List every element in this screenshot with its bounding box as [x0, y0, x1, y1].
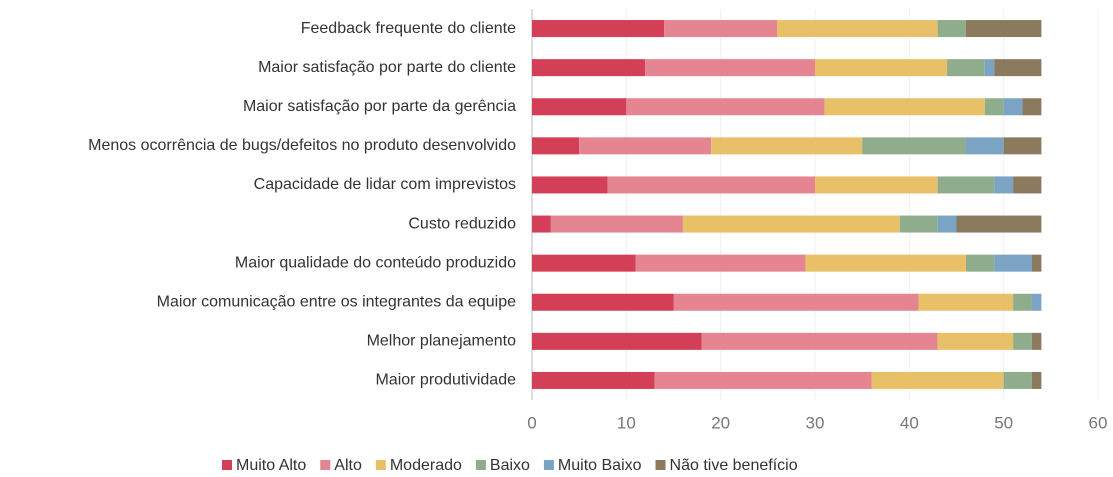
- bar-segment: [1003, 98, 1023, 116]
- bar-segment: [994, 254, 1032, 272]
- bar-segment: [918, 293, 1014, 311]
- bar-segment: [711, 137, 863, 155]
- bar-segment: [682, 215, 900, 233]
- legend-swatch: [475, 460, 486, 470]
- bar-segment: [532, 20, 665, 38]
- bar-segment: [1031, 332, 1042, 350]
- bar-segment: [532, 215, 551, 233]
- legend-swatch: [375, 460, 386, 470]
- bar-segment: [532, 371, 655, 389]
- x-tick-label: 40: [900, 413, 919, 432]
- x-tick-label: 50: [994, 413, 1013, 432]
- bar-segment: [1003, 371, 1032, 389]
- legend-swatch: [543, 460, 554, 470]
- bar-segment: [673, 293, 919, 311]
- x-tick-label: 0: [527, 413, 536, 432]
- bar-segment: [1031, 254, 1042, 272]
- bar-segment: [984, 98, 1004, 116]
- legend-swatch: [320, 460, 331, 470]
- bar-segment: [805, 254, 966, 272]
- bar-segment: [937, 176, 995, 194]
- bar-segment: [532, 176, 608, 194]
- bar-segment: [1003, 137, 1042, 155]
- bar-segment: [550, 215, 683, 233]
- legend-swatch: [655, 460, 666, 470]
- bar-segment: [532, 332, 702, 350]
- bar-segment: [532, 59, 646, 77]
- y-tick-label: Maior produtividade: [375, 372, 516, 389]
- bar-segment: [635, 254, 806, 272]
- bar-segment: [701, 332, 938, 350]
- bar-segment: [1013, 293, 1032, 311]
- y-tick-label: Menos ocorrência de bugs/defeitos no pro…: [88, 137, 516, 154]
- bar-segment: [815, 176, 938, 194]
- x-tick-label: 20: [711, 413, 730, 432]
- x-tick-label: 30: [806, 413, 825, 432]
- bar-segment: [994, 176, 1014, 194]
- legend-label: Alto: [334, 457, 362, 474]
- legend-label: Baixo: [490, 457, 530, 474]
- y-tick-label: Maior satisfação por parte da gerência: [243, 98, 516, 115]
- bar-segment: [984, 59, 995, 77]
- bar-segment: [532, 254, 636, 272]
- legend-swatch: [222, 460, 232, 470]
- bar-segment: [862, 137, 966, 155]
- legend-label: Muito Baixo: [558, 457, 642, 474]
- y-tick-label: Maior qualidade do conteúdo produzido: [235, 254, 516, 271]
- bar-segment: [1013, 176, 1042, 194]
- x-tick-label: 60: [1089, 413, 1108, 432]
- bar-segment: [532, 293, 674, 311]
- bar-segment: [607, 176, 815, 194]
- bar-segment: [664, 20, 778, 38]
- bar-segment: [532, 137, 580, 155]
- bar-segment: [956, 215, 1042, 233]
- y-tick-label: Custo reduzido: [408, 215, 516, 232]
- bar-segment: [645, 59, 815, 77]
- bar-segment: [824, 98, 985, 116]
- bar-segment: [1031, 293, 1042, 311]
- legend-label: Não tive benefício: [670, 457, 798, 474]
- bar-segment: [1013, 332, 1032, 350]
- bar-segment: [1031, 371, 1042, 389]
- bar-segment: [815, 59, 948, 77]
- y-tick-label: Melhor planejamento: [367, 333, 517, 350]
- bar-segment: [965, 20, 1042, 38]
- legend-label: Moderado: [390, 457, 462, 474]
- bar-segment: [532, 98, 627, 116]
- y-tick-label: Feedback frequente do cliente: [301, 20, 516, 37]
- y-tick-label: Capacidade de lidar com imprevistos: [254, 176, 516, 193]
- bar-segment: [965, 137, 1004, 155]
- bar-segment: [626, 98, 825, 116]
- y-tick-label: Maior comunicação entre os integrantes d…: [157, 293, 516, 310]
- bar-segment: [994, 59, 1042, 77]
- bar-segment: [654, 371, 872, 389]
- y-tick-label: Maior satisfação por parte do cliente: [258, 59, 516, 76]
- bar-segment: [1022, 98, 1042, 116]
- bar-segment: [871, 371, 1004, 389]
- bar-segment: [965, 254, 995, 272]
- bar-segment: [899, 215, 938, 233]
- bar-segment: [947, 59, 985, 77]
- x-tick-label: 10: [617, 413, 636, 432]
- bar-segment: [937, 215, 957, 233]
- legend-label: Muito Alto: [236, 457, 306, 474]
- bar-segment: [937, 332, 1014, 350]
- bar-segment: [777, 20, 938, 38]
- bar-segment: [937, 20, 966, 38]
- bar-segment: [579, 137, 712, 155]
